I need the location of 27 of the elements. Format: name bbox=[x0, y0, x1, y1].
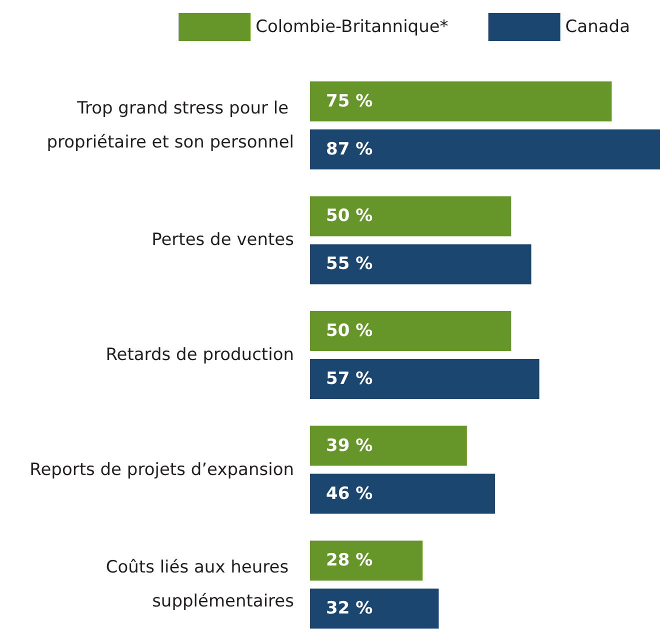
bar bbox=[310, 540, 423, 581]
data-label: 55 % bbox=[326, 254, 373, 274]
data-label: 32 % bbox=[326, 598, 373, 619]
data-label: 50 % bbox=[326, 321, 373, 341]
legend-label: Colombie-Britannique* bbox=[256, 17, 448, 37]
bar bbox=[310, 359, 540, 399]
bar bbox=[310, 244, 532, 284]
data-label: 46 % bbox=[326, 484, 373, 504]
y-tick-label: Reports de projets d’expansion bbox=[30, 460, 294, 480]
data-label: 50 % bbox=[326, 206, 373, 226]
y-tick-label: Coûts liés aux heures supplémentaires bbox=[106, 558, 294, 612]
bar bbox=[310, 129, 660, 170]
data-label: 75 % bbox=[326, 91, 373, 112]
bar bbox=[310, 426, 467, 466]
y-tick-label: Trop grand stress pour le propriétaire et son personnel bbox=[46, 98, 294, 152]
legend-label: Canada bbox=[565, 17, 630, 37]
bar bbox=[310, 588, 439, 629]
data-label: 39 % bbox=[326, 436, 373, 456]
data-label: 87 % bbox=[326, 139, 373, 160]
data-label: 57 % bbox=[326, 369, 373, 389]
data-label: 28 % bbox=[326, 550, 373, 571]
bar bbox=[310, 474, 496, 514]
y-tick-label: Retards de production bbox=[106, 345, 294, 365]
y-tick-label: Pertes de ventes bbox=[152, 230, 294, 250]
bar bbox=[310, 81, 612, 122]
bar bbox=[310, 311, 512, 351]
bar bbox=[310, 196, 512, 236]
